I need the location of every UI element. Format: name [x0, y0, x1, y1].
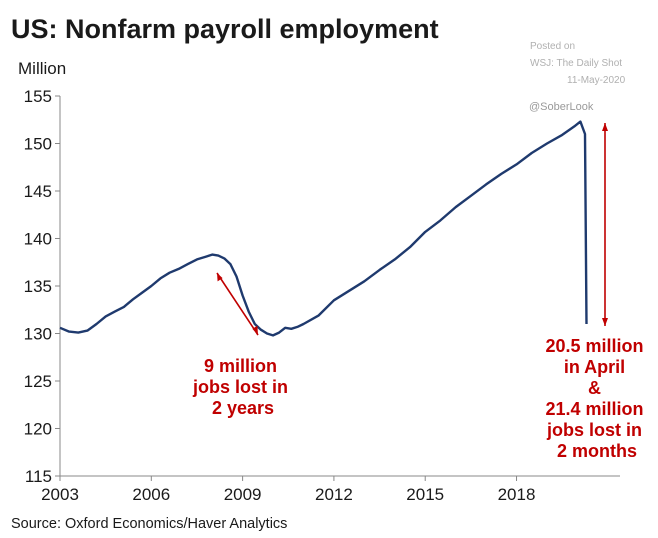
annotation-covid-line: jobs lost in [546, 420, 642, 440]
x-tick-label: 2003 [41, 485, 79, 504]
credit-handle: @SoberLook [529, 101, 594, 113]
y-tick-label: 150 [24, 135, 52, 154]
annotation-covid-line: 2 months [557, 441, 637, 461]
annotation-recession-line: 2 years [212, 398, 274, 418]
x-tick-label: 2012 [315, 485, 353, 504]
credit-block: Posted on WSJ: The Daily Shot 11-May-202… [529, 41, 626, 113]
annotation-covid-line: 21.4 million [545, 399, 643, 419]
annotation-recession-line: jobs lost in [192, 377, 288, 397]
chart-title: US: Nonfarm payroll employment [11, 14, 439, 44]
annotation-arrow-recession [216, 272, 259, 336]
x-tick-label: 2006 [132, 485, 170, 504]
series-line-payroll [59, 120, 588, 337]
annotation-covid-line: & [588, 378, 601, 398]
x-tick-label: 2015 [406, 485, 444, 504]
y-axis-unit-label: Million [18, 59, 66, 78]
y-tick-label: 130 [24, 325, 52, 344]
y-tick-label: 145 [24, 182, 52, 201]
y-tick-label: 120 [24, 420, 52, 439]
y-tick-label: 140 [24, 230, 52, 249]
annotation-arrow-covid [602, 123, 608, 326]
y-tick-label: 115 [25, 467, 52, 486]
annotation-covid-line: in April [564, 357, 625, 377]
annotation-recession: 9 million jobs lost in 2 years [192, 356, 293, 418]
credit-date-line: 11-May-2020 [567, 75, 626, 86]
annotation-covid-line: 20.5 million [545, 336, 643, 356]
source-note: Source: Oxford Economics/Haver Analytics [11, 516, 287, 532]
y-tick-label: 155 [24, 87, 52, 106]
x-axis-ticks: 2003 2006 2009 2012 2015 2018 [41, 476, 535, 504]
credit-posted-line: Posted on [530, 41, 575, 52]
y-tick-label: 125 [24, 372, 52, 391]
credit-source-line: WSJ: The Daily Shot [530, 58, 622, 69]
x-tick-label: 2009 [224, 485, 262, 504]
y-axis-ticks: 115 120 125 130 135 140 145 150 155 [24, 87, 60, 486]
y-tick-label: 135 [24, 277, 52, 296]
x-tick-label: 2018 [498, 485, 536, 504]
annotation-covid: 20.5 million in April & 21.4 million job… [545, 336, 648, 461]
annotation-recession-line: 9 million [204, 356, 277, 376]
